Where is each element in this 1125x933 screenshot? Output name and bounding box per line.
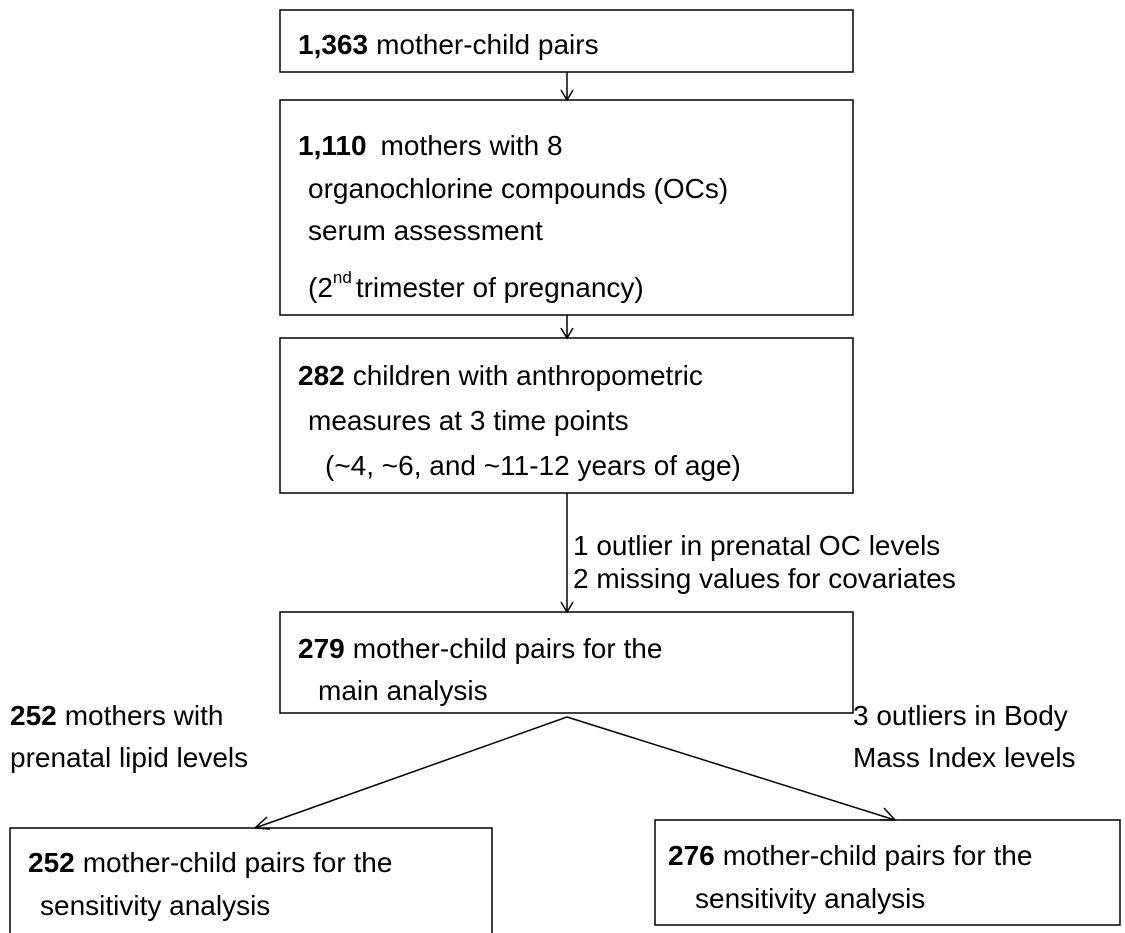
box xyxy=(279,9,854,73)
edge-label: Mass Index levels xyxy=(853,742,1076,773)
box xyxy=(654,819,1121,926)
edge-label: prenatal lipid levels xyxy=(10,742,248,773)
text: mothers with xyxy=(65,700,224,731)
node-text: 276 mother-child pairs for the xyxy=(668,840,1032,871)
arrows xyxy=(253,72,897,830)
box xyxy=(279,611,854,714)
count: 279 xyxy=(298,633,345,664)
edge-label: 2 missing values for covariates xyxy=(573,563,956,594)
count: 1,363 xyxy=(298,29,368,60)
node-text: 1,363 mother-child pairs xyxy=(298,29,599,60)
node-text: main analysis xyxy=(318,675,488,706)
count: 252 xyxy=(28,847,75,878)
node-text: sensitivity analysis xyxy=(695,883,925,914)
box xyxy=(279,99,854,316)
node-text: serum assessment xyxy=(308,215,543,246)
box xyxy=(9,827,493,933)
node-text: 279 mother-child pairs for the xyxy=(298,633,662,664)
text: mother-child pairs xyxy=(376,29,599,60)
text: mother-child pairs for the xyxy=(353,633,663,664)
count: 276 xyxy=(668,840,715,871)
superscript: nd xyxy=(333,268,352,287)
node-text: 1,110 mothers with 8 xyxy=(298,130,563,161)
edge-label: 1 outlier in prenatal OC levels xyxy=(573,530,940,561)
count: 252 xyxy=(10,700,57,731)
node-text: (~4, ~6, and ~11-12 years of age) xyxy=(325,450,741,481)
node-text: 282 children with anthropometric xyxy=(298,360,703,391)
node-text: 252 mother-child pairs for the xyxy=(28,847,392,878)
count: 1,110 xyxy=(298,130,367,161)
count: 282 xyxy=(298,360,345,391)
edge-label: 3 outliers in Body xyxy=(853,700,1068,731)
node-text: organochlorine compounds (OCs) xyxy=(308,173,728,204)
text: children with anthropometric xyxy=(353,360,703,391)
node-text: (2nd trimester of pregnancy) xyxy=(308,268,644,303)
node-text: sensitivity analysis xyxy=(40,890,270,921)
text: mother-child pairs for the xyxy=(83,847,393,878)
text: mother-child pairs for the xyxy=(723,840,1033,871)
text: (2 xyxy=(308,272,333,303)
text: mothers with 8 xyxy=(381,130,563,161)
node-text: measures at 3 time points xyxy=(308,405,629,436)
edge-label: 252 mothers with xyxy=(10,700,223,731)
text: trimester of pregnancy) xyxy=(356,272,644,303)
